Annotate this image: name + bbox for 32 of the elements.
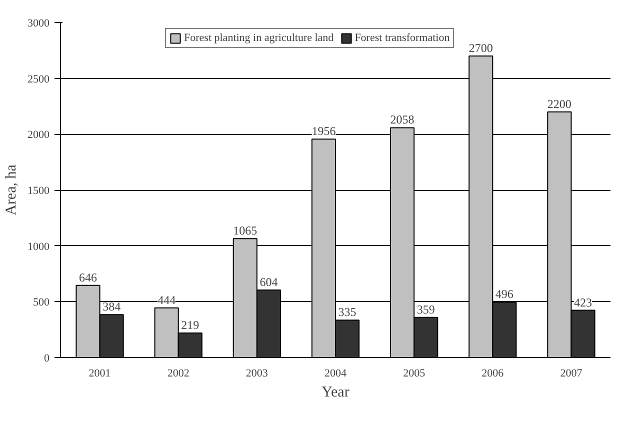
data-label: 359 [416, 302, 435, 316]
data-label: 496 [495, 287, 514, 302]
legend-label: Forest transformation [354, 32, 450, 44]
y-tick-label: 2500 [28, 73, 50, 86]
x-tick-label: 2006 [482, 368, 504, 380]
legend-label: Forest planting in agriculture land [184, 32, 334, 44]
data-label: 423 [574, 295, 592, 310]
x-axis-title: Year [322, 384, 350, 400]
x-tick-label: 2005 [403, 368, 426, 380]
data-label: 1956 [312, 124, 336, 138]
data-label: 219 [181, 318, 200, 332]
data-label: 2200 [547, 96, 572, 111]
data-label: 646 [79, 270, 97, 284]
data-label: 604 [260, 275, 278, 290]
data-label: 444 [158, 292, 176, 307]
y-tick-label: 1000 [28, 240, 50, 253]
y-tick-label: 1500 [28, 185, 50, 197]
y-tick-label: 500 [33, 296, 50, 309]
x-tick-label: 2004 [324, 368, 347, 380]
data-label: 2700 [468, 41, 493, 55]
y-axis-title: Area, ha [4, 164, 20, 216]
x-tick-label: 2002 [167, 368, 190, 380]
y-tick-label: 0 [44, 352, 50, 364]
data-label: 1065 [233, 224, 258, 238]
data-label: 2058 [390, 112, 414, 127]
x-tick-label: 2007 [560, 368, 583, 380]
data-label: 384 [102, 300, 121, 314]
y-tick-label: 2000 [28, 129, 50, 142]
x-tick-label: 2001 [88, 368, 111, 380]
data-label: 335 [338, 305, 356, 320]
x-tick-label: 2003 [246, 368, 268, 380]
y-tick-label: 3000 [28, 18, 50, 30]
